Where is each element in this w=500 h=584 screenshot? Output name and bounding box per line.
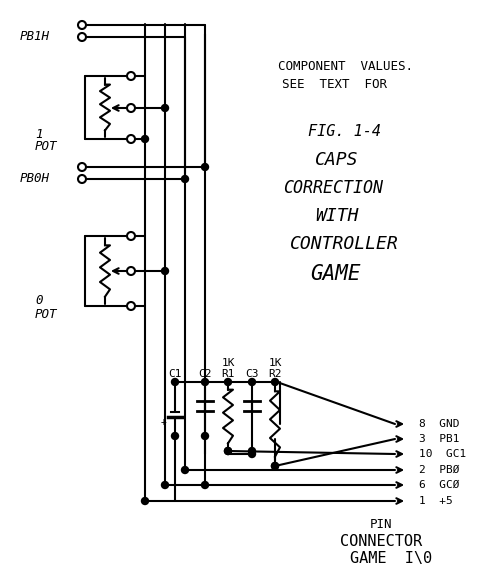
Text: C2: C2 <box>198 369 212 379</box>
Text: 2  PBØ: 2 PBØ <box>419 465 460 475</box>
Text: R2: R2 <box>268 369 282 379</box>
Circle shape <box>142 135 148 142</box>
Circle shape <box>127 267 135 275</box>
Circle shape <box>142 498 148 505</box>
Text: 1: 1 <box>35 127 42 141</box>
Circle shape <box>172 378 178 385</box>
Text: WITH: WITH <box>315 207 358 225</box>
Circle shape <box>78 163 86 171</box>
Circle shape <box>127 302 135 310</box>
Circle shape <box>162 481 168 488</box>
Text: COMPONENT  VALUES.: COMPONENT VALUES. <box>278 60 413 72</box>
Circle shape <box>224 447 232 454</box>
Circle shape <box>78 21 86 29</box>
Text: C3: C3 <box>245 369 259 379</box>
Circle shape <box>162 267 168 274</box>
Circle shape <box>78 175 86 183</box>
Text: CORRECTION: CORRECTION <box>283 179 383 197</box>
Text: POT: POT <box>35 308 58 321</box>
Circle shape <box>224 378 232 385</box>
Text: SEE  TEXT  FOR: SEE TEXT FOR <box>282 78 387 91</box>
Text: GAME: GAME <box>310 264 360 284</box>
Text: PB0H: PB0H <box>20 172 50 186</box>
Circle shape <box>127 232 135 240</box>
Text: GAME  I\0: GAME I\0 <box>350 551 432 566</box>
Text: 1K: 1K <box>221 358 235 368</box>
Circle shape <box>202 481 208 488</box>
Circle shape <box>272 463 278 470</box>
Circle shape <box>202 433 208 440</box>
Circle shape <box>272 378 278 385</box>
Circle shape <box>127 135 135 143</box>
Text: CONNECTOR: CONNECTOR <box>340 534 422 550</box>
Text: 3  PB1: 3 PB1 <box>419 434 460 444</box>
Text: 0: 0 <box>35 294 42 308</box>
Circle shape <box>162 105 168 112</box>
Circle shape <box>182 467 188 474</box>
Circle shape <box>202 164 208 171</box>
Circle shape <box>248 450 256 457</box>
Text: 6  GCØ: 6 GCØ <box>419 480 460 490</box>
Text: 8  GND: 8 GND <box>419 419 460 429</box>
Circle shape <box>127 104 135 112</box>
Circle shape <box>182 176 188 182</box>
Text: PIN: PIN <box>370 517 392 530</box>
Text: C1: C1 <box>168 369 182 379</box>
Text: R1: R1 <box>221 369 235 379</box>
Circle shape <box>248 378 256 385</box>
Text: 10  GC1: 10 GC1 <box>419 449 466 459</box>
Text: CAPS: CAPS <box>315 151 358 169</box>
Circle shape <box>272 463 278 470</box>
Text: PB1H: PB1H <box>20 30 50 43</box>
Text: +: + <box>161 417 167 427</box>
Circle shape <box>248 447 256 454</box>
Circle shape <box>172 433 178 440</box>
Text: POT: POT <box>35 140 58 152</box>
Circle shape <box>224 447 232 454</box>
Text: 1  +5: 1 +5 <box>419 496 453 506</box>
Text: 1K: 1K <box>268 358 282 368</box>
Circle shape <box>127 72 135 80</box>
Text: CONTROLLER: CONTROLLER <box>290 235 399 253</box>
Text: FIG. 1-4: FIG. 1-4 <box>308 124 381 140</box>
Circle shape <box>202 378 208 385</box>
Circle shape <box>78 33 86 41</box>
